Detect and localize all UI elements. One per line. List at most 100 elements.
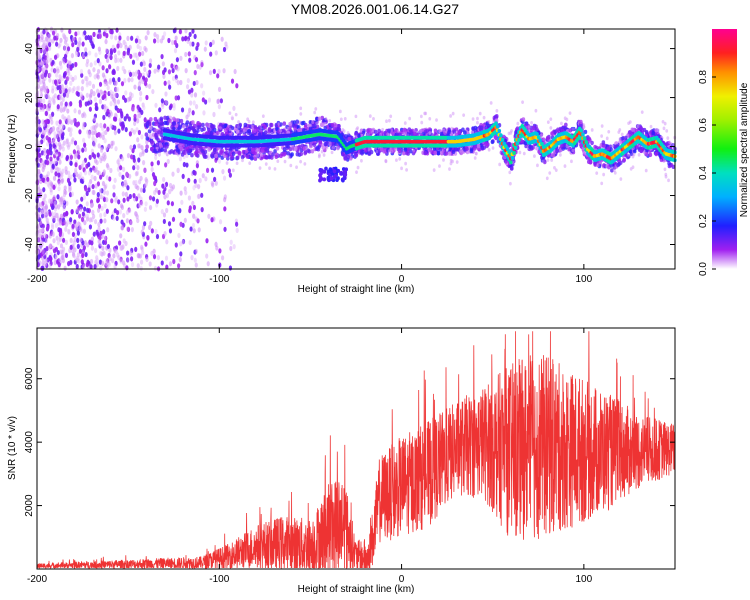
spectrogram-cell	[211, 124, 216, 129]
spectrogram-cell	[120, 204, 124, 210]
spectrogram-cell	[63, 53, 68, 59]
spectrogram-cell	[310, 149, 315, 154]
spectrogram-cell	[271, 152, 275, 157]
spectrogram-cell	[114, 195, 118, 201]
spectrogram-cell	[112, 192, 116, 198]
spectrogram-cell	[133, 84, 137, 90]
spectrogram-cell	[219, 149, 223, 154]
spectrogram-cell	[389, 114, 393, 119]
spectrogram-cell	[47, 137, 51, 143]
spectrogram-cell	[154, 228, 158, 235]
spectrogram-cell	[147, 224, 152, 231]
spectrogram-cell	[665, 141, 670, 146]
spectrogram-cell	[180, 107, 185, 113]
spectrogram-cell	[76, 237, 80, 243]
spectrogram-cell	[170, 39, 175, 46]
spectrogram-cell	[115, 210, 120, 216]
spectrogram-cell	[508, 170, 512, 175]
spectrogram-cell	[570, 159, 573, 164]
spectrogram-cell	[173, 39, 177, 46]
spectrogram-cell	[89, 35, 93, 41]
spectrogram-cell	[48, 96, 52, 103]
spectrogram-cell	[423, 111, 427, 116]
spectrogram-cell	[53, 68, 57, 74]
spectrogram-cell	[168, 118, 172, 123]
spectrogram-cell	[39, 202, 43, 208]
spectrogram-cell	[125, 265, 129, 271]
spectrogram-cell	[75, 122, 79, 128]
spectrogram-cell	[59, 101, 64, 107]
spectrogram-cell	[79, 171, 83, 178]
spectrogram-cell	[81, 211, 85, 217]
spectrogram-cell	[145, 136, 150, 141]
spectrogram-cell	[66, 75, 70, 81]
spectrogram-cell	[324, 116, 328, 121]
spectrogram-cell	[83, 146, 88, 153]
spectrogram-cell	[516, 121, 520, 126]
spectrogram-cell	[109, 54, 113, 61]
spectrogram-cell	[60, 104, 64, 111]
spectrogram-cell	[404, 161, 408, 166]
spectrogram-cell	[144, 201, 148, 207]
spectrogram-cell	[546, 120, 550, 124]
spectrogram-cell	[672, 142, 675, 147]
spectrogram-cell	[86, 100, 91, 106]
spectrogram-cell	[541, 137, 546, 142]
spectrogram-cell	[82, 245, 86, 251]
spectrogram-cell	[39, 102, 44, 108]
spectrogram-cell	[56, 104, 60, 110]
spectrogram-cell	[207, 97, 212, 103]
spectrogram-cell	[67, 229, 71, 235]
spectrogram-cell	[172, 121, 177, 126]
spectrogram-cell	[55, 152, 59, 158]
spectrogram-cell	[77, 147, 81, 153]
spectrogram-cell	[286, 151, 291, 156]
spectrogram-cell	[108, 113, 112, 119]
spectrogram-cell	[146, 30, 150, 36]
spectrogram-cell	[54, 171, 58, 177]
spectrogram-cell	[92, 153, 97, 160]
spectrogram-cell	[37, 254, 41, 260]
spectrogram-cell	[155, 136, 159, 141]
spectrogram-cell	[130, 261, 135, 268]
spectrogram-cell	[56, 194, 60, 200]
spectrogram-cell	[193, 170, 197, 176]
spectrogram-cell	[55, 72, 59, 78]
spectrogram-cell	[103, 211, 107, 218]
spectrogram-cell	[423, 129, 428, 134]
spectrogram-cell	[217, 158, 222, 164]
spectrogram-cell	[187, 177, 191, 183]
spectrogram-cell	[150, 228, 154, 234]
spectrogram-cell	[178, 256, 182, 263]
spectrogram-cell	[209, 131, 214, 136]
spectrogram-cell	[201, 173, 205, 179]
spectrogram-cell	[56, 126, 60, 133]
spectrogram-cell	[487, 148, 491, 152]
spectrogram-cell	[96, 169, 100, 176]
spectrogram-cell	[192, 213, 196, 219]
spectrogram-cell	[78, 226, 82, 232]
spectrogram-cell	[80, 72, 84, 78]
spectrogram-cell	[554, 168, 558, 172]
spectrogram-cell	[117, 50, 121, 56]
spectrogram-cell	[50, 168, 54, 174]
spectrogram-cell	[47, 149, 51, 155]
spectrogram-cell	[381, 127, 385, 132]
spectrogram-cell	[611, 144, 615, 148]
spectrogram-cell	[137, 157, 141, 163]
spectrogram-cell	[161, 103, 165, 110]
spectrogram-cell	[125, 171, 129, 177]
spectrogram-cell	[152, 254, 157, 260]
spectrogram-cell	[52, 215, 57, 221]
spectrogram-cell	[37, 169, 41, 175]
spectrogram-cell	[42, 29, 46, 35]
spectrogram-cell	[64, 226, 68, 232]
spectrogram-cell	[174, 35, 178, 41]
spectrogram-cell	[73, 75, 78, 81]
spectrogram-cell	[109, 48, 113, 54]
spectrogram-cell	[346, 131, 350, 135]
spectrogram-cell	[311, 120, 315, 125]
spectrogram-cell	[158, 107, 162, 113]
spectrogram-cell	[216, 98, 220, 105]
